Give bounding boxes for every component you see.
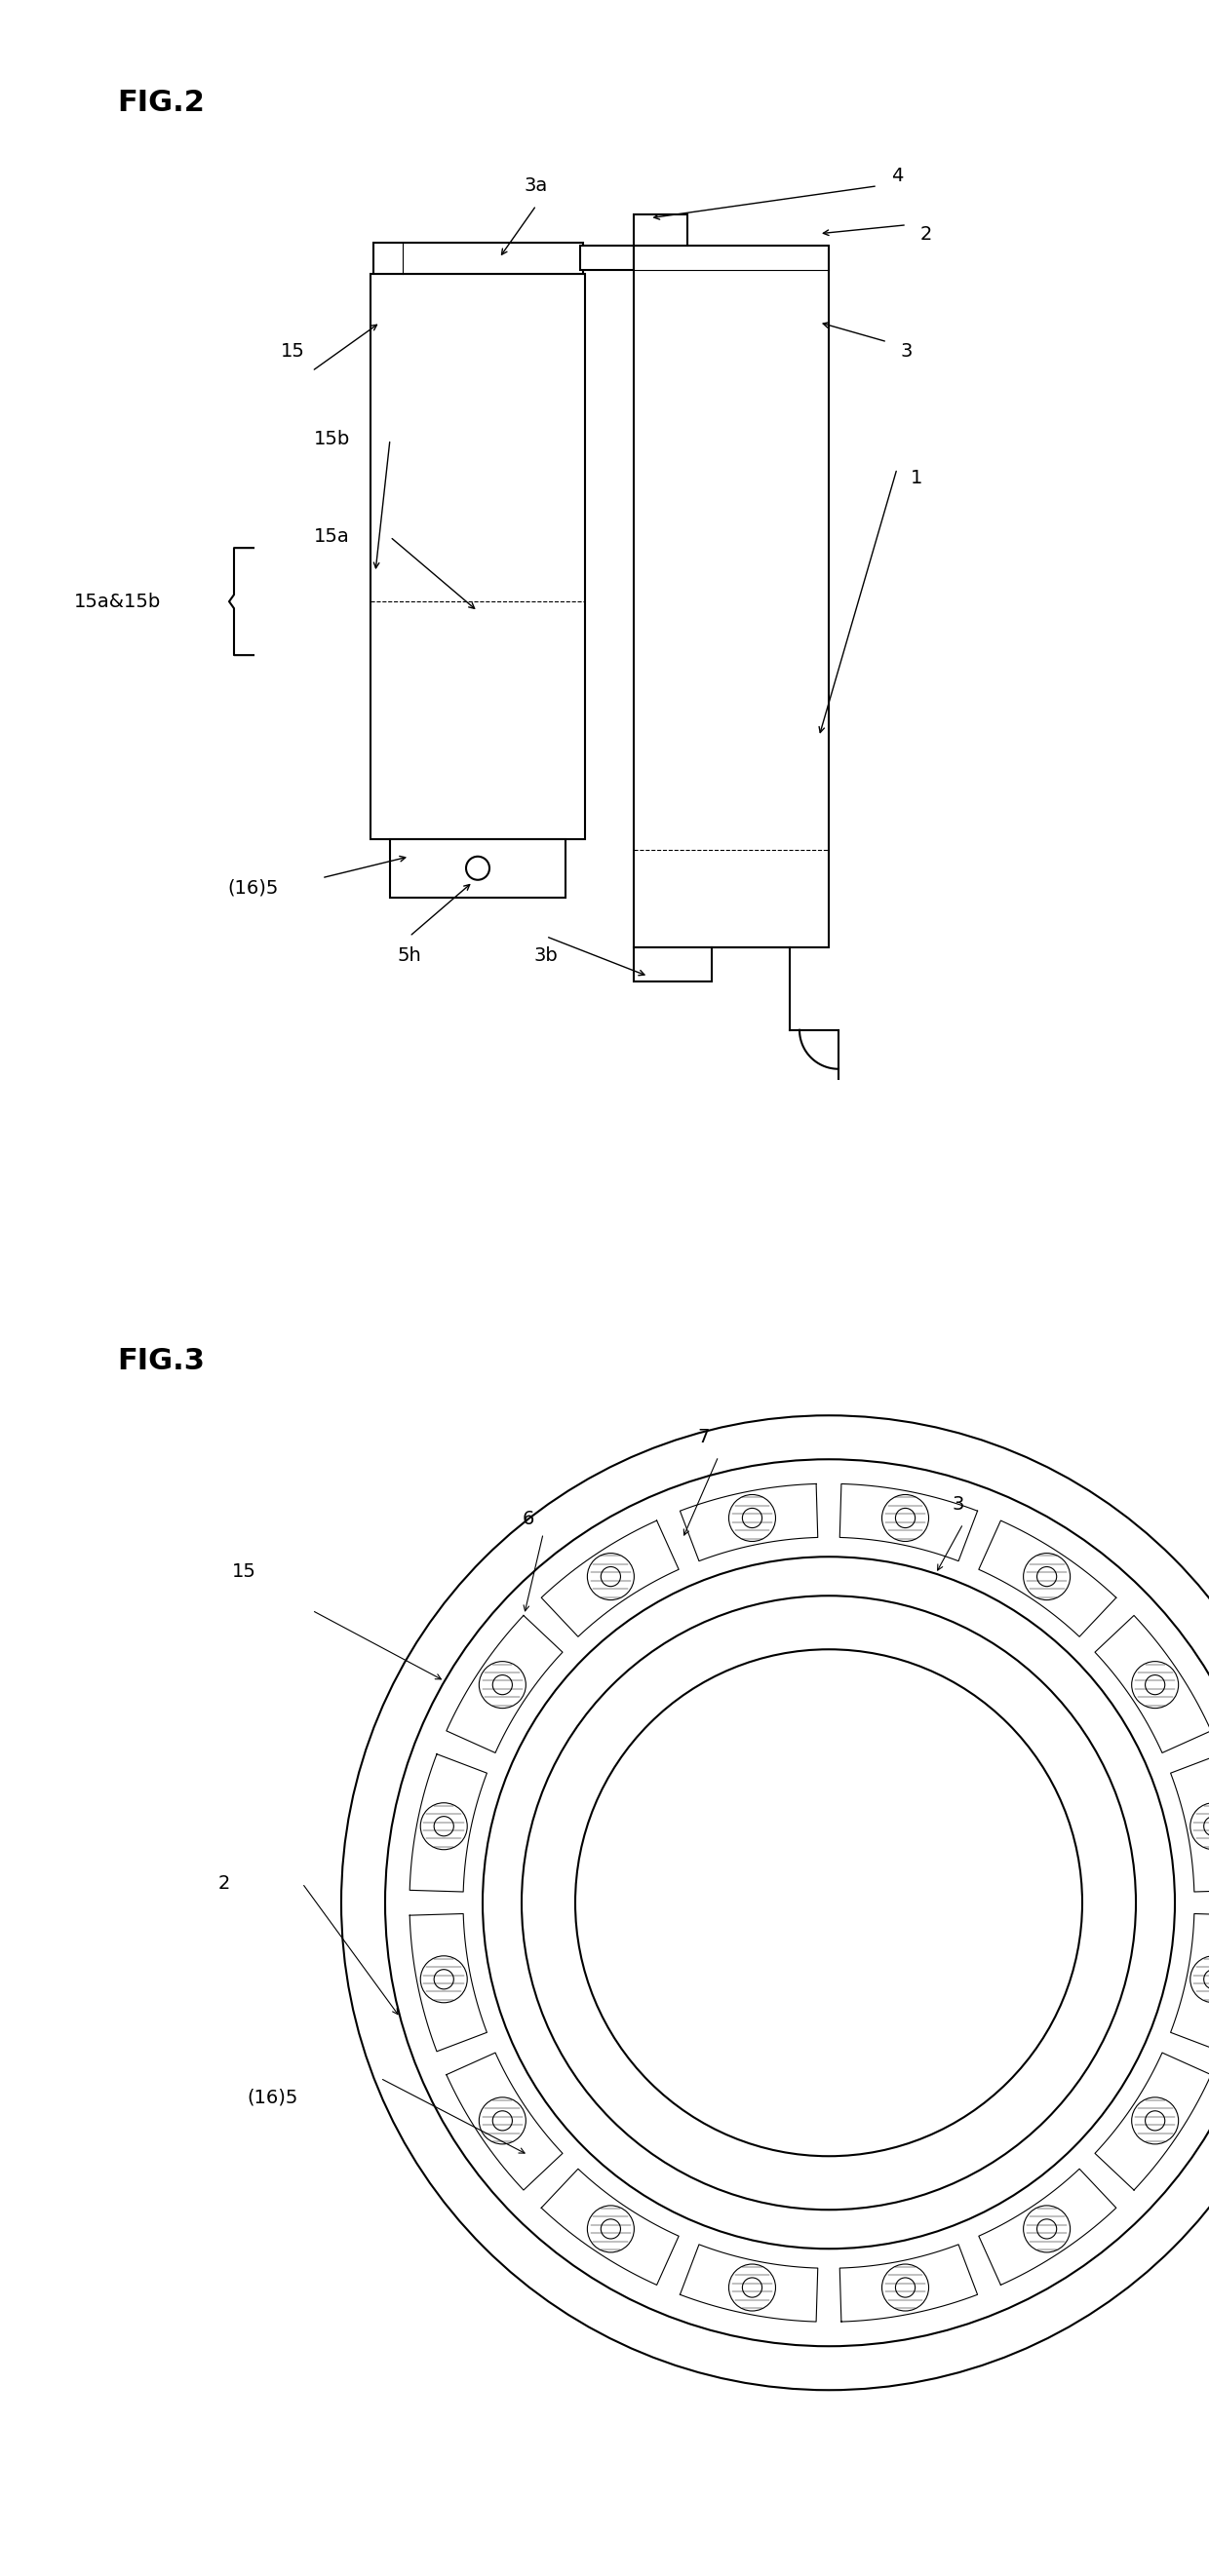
Text: (16)5: (16)5 [248, 2089, 299, 2107]
Bar [370, 273, 585, 840]
Text: 15a: 15a [313, 528, 349, 546]
Bar [372, 242, 583, 273]
Text: 7: 7 [698, 1427, 710, 1445]
Bar [634, 214, 688, 245]
Text: 15: 15 [280, 343, 305, 361]
Text: 3a: 3a [525, 178, 548, 196]
Text: 3: 3 [901, 343, 913, 361]
Circle shape [465, 855, 490, 881]
Bar [634, 948, 712, 981]
Text: 15a&15b: 15a&15b [74, 592, 161, 611]
Text: 3b: 3b [534, 945, 559, 966]
Text: 15: 15 [232, 1561, 256, 1582]
Bar [580, 245, 634, 270]
Bar [634, 245, 828, 948]
Text: 2: 2 [218, 1873, 230, 1893]
Text: 6: 6 [522, 1510, 534, 1528]
Text: FIG.2: FIG.2 [117, 88, 204, 116]
Text: 15b: 15b [313, 430, 349, 448]
Text: 2: 2 [920, 224, 932, 245]
Text: 1: 1 [910, 469, 922, 487]
Text: FIG.3: FIG.3 [117, 1347, 204, 1376]
Text: 5h: 5h [398, 945, 422, 966]
Text: (16)5: (16)5 [229, 878, 279, 896]
Text: 3: 3 [953, 1494, 965, 1515]
Text: 4: 4 [891, 167, 903, 185]
Bar [391, 840, 566, 896]
